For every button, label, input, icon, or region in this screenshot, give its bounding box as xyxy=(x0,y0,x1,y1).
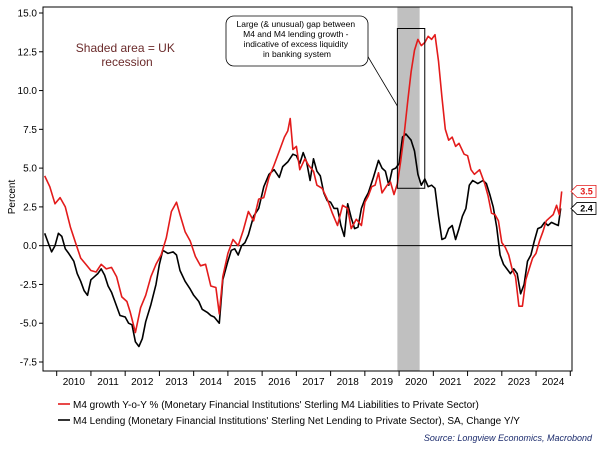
end-labels: 3.5 2.4 xyxy=(570,184,597,215)
recession-shading xyxy=(397,7,420,371)
x-tick-label: 2011 xyxy=(97,377,119,388)
x-tick-label: 2024 xyxy=(542,377,565,388)
y-axis-label: Percent xyxy=(7,180,18,215)
x-tick-label: 2023 xyxy=(508,377,531,388)
y-tick-label: -2.5 xyxy=(20,280,38,291)
y-tick-label: 15.0 xyxy=(18,9,38,20)
y-tick-label: 5.0 xyxy=(23,164,37,175)
y-tick-label: -5.0 xyxy=(20,319,38,330)
end-value-tag-box xyxy=(570,202,597,215)
callout-box xyxy=(225,15,369,67)
x-tick-label: 2019 xyxy=(371,377,394,388)
y-tick-label: 7.5 xyxy=(23,125,37,136)
legend-label-m4-growth: M4 growth Y-o-Y % (Monetary Financial In… xyxy=(73,400,479,411)
x-tick-label: 2020 xyxy=(405,377,428,388)
end-value-tag-box xyxy=(570,184,597,198)
callout-pointer xyxy=(363,49,398,107)
x-tick-label: 2015 xyxy=(234,377,257,388)
m4-growth-line xyxy=(43,33,563,334)
y-tick-label: 10.0 xyxy=(18,86,38,97)
y-tick-label: 2.5 xyxy=(23,202,37,213)
shaded-area-note: Shaded area = UK recession xyxy=(76,41,178,69)
x-tick-label: 2010 xyxy=(63,377,86,388)
y-tick-label: 12.5 xyxy=(18,47,38,58)
x-axis: 2010 2011 2012 2013 2014 2015 2016 2017 2018 2019… xyxy=(56,371,571,388)
x-tick-label: 2017 xyxy=(302,377,325,388)
x-tick-label: 2016 xyxy=(268,377,291,388)
legend-label-m4-lending: M4 Lending (Monetary Financial Instituti… xyxy=(73,416,520,427)
x-tick-label: 2013 xyxy=(165,377,188,388)
x-tick-label: 2022 xyxy=(474,377,497,388)
x-tick-label: 2012 xyxy=(131,377,154,388)
y-axis: 15.0 12.5 10.0 7.5 5.0 2.5 0.0 -2.5 -5.0 -7.5 xyxy=(18,9,43,369)
y-tick-label: -7.5 xyxy=(20,358,38,369)
end-value-label: 3.5 xyxy=(580,187,593,197)
x-tick-label: 2021 xyxy=(439,377,462,388)
x-tick-label: 2014 xyxy=(200,377,223,388)
end-value-tag: 2.4 xyxy=(570,202,597,215)
callout-text: Large (& unusual) gap between M4 and M4 … xyxy=(237,19,358,59)
end-value-tag: 3.5 xyxy=(570,184,597,198)
end-value-label: 2.4 xyxy=(580,204,593,214)
source-note: Source: Longview Economics, Macrobond xyxy=(424,433,593,443)
plot-frame xyxy=(42,6,573,372)
gap-highlight-box xyxy=(396,28,426,189)
y-tick-label: 0.0 xyxy=(23,241,37,252)
x-tick-label: 2018 xyxy=(337,377,360,388)
